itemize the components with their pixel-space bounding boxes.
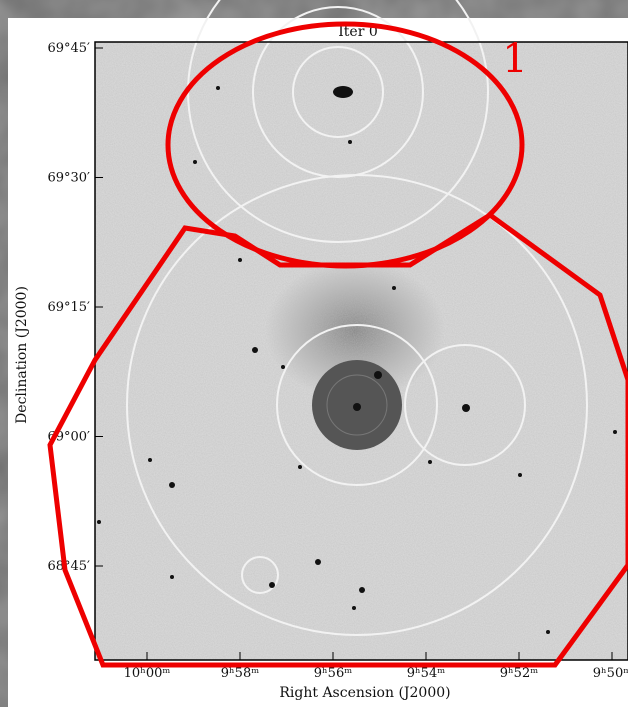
x-tick-label: 9ʰ52ᵐ	[500, 666, 538, 681]
y-tick-label: 69°45′	[47, 41, 90, 56]
page: {"figure": { "title": "Iter 0", "x_axis_…	[0, 0, 628, 707]
x-tick-label: 9ʰ58ᵐ	[221, 666, 259, 681]
y-tick-label: 69°30′	[47, 171, 90, 186]
image	[95, 0, 628, 660]
x-tick-label: 10ʰ00ᵐ	[124, 666, 171, 681]
y-tick-label: 68°45′	[47, 559, 90, 574]
x-axis-label: Right Ascension (J2000)	[279, 685, 450, 701]
y-axis-label: Declination (J2000)	[14, 286, 30, 424]
annotation: 1	[502, 36, 527, 82]
x-tick-label: 9ʰ50ᵐ	[593, 666, 628, 681]
x-tick-label: 9ʰ54ᵐ	[407, 666, 445, 681]
x-tick-label: 9ʰ56ᵐ	[314, 666, 352, 681]
image-noise	[95, 42, 628, 660]
y-tick-label: 69°15′	[47, 300, 90, 315]
figure: Iter 0 69°45′69°30′69°15′69°00′68°45′ 10…	[0, 0, 628, 707]
